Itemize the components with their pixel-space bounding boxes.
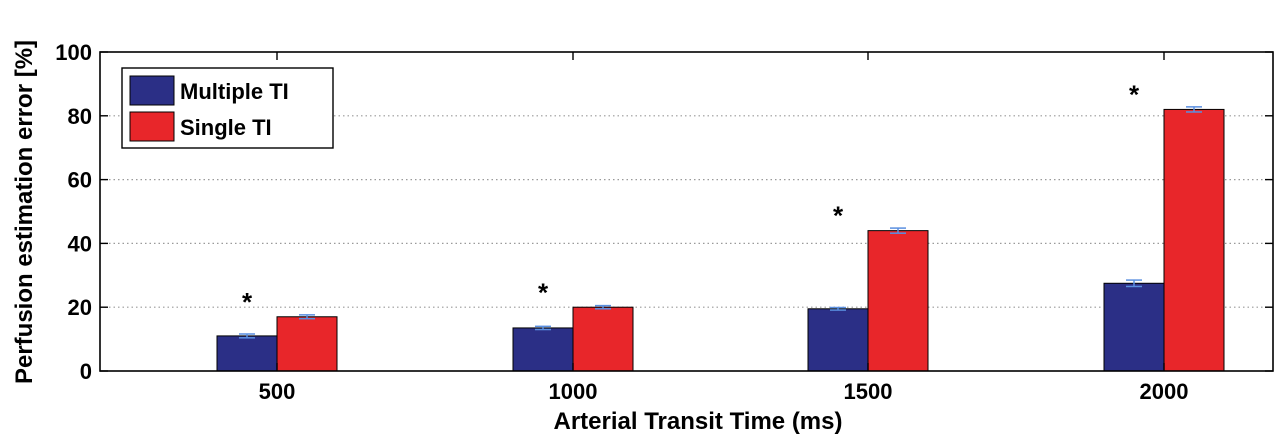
legend-label-single-ti: Single TI [180,115,272,140]
y-tick-label: 80 [68,104,92,129]
y-tick-label: 20 [68,295,92,320]
y-axis-label: Perfusion estimation error [%] [11,40,38,384]
legend-label-multiple-ti: Multiple TI [180,79,289,104]
bar-multiple-ti [1103,282,1165,372]
bar-multiple-ti [216,335,278,372]
significance-asterisk: * [242,287,253,317]
significance-asterisk: * [833,201,844,231]
bar-single-ti [276,316,338,372]
x-tick-label: 1500 [844,379,893,404]
x-tick-labels: 500 1000 1500 2000 [259,379,1189,404]
bars [216,108,1225,372]
bar-single-ti [867,230,929,372]
bar-single-ti [572,306,634,372]
x-axis-label: Arterial Transit Time (ms) [554,408,843,435]
y-tick-label: 60 [68,168,92,193]
legend-swatch-multiple-ti [129,75,175,106]
plot-frame [99,51,1274,372]
significance-asterisk: * [538,277,549,307]
bar-multiple-ti [512,327,574,372]
error-bars [239,106,1202,339]
y-tick-label: 100 [55,40,92,65]
x-tick-label: 1000 [549,379,598,404]
x-tick-label: 2000 [1140,379,1189,404]
y-tick-label: 0 [80,359,92,384]
axis-ticks [100,51,1273,372]
significance-markers: * * * * [242,79,1140,316]
bar-single-ti [1163,108,1225,372]
grid-lines [100,115,1273,308]
x-tick-label: 500 [259,379,296,404]
y-tick-label: 40 [68,231,92,256]
legend-swatch-single-ti [129,111,175,142]
legend: Multiple TI Single TI [121,67,334,149]
bar-multiple-ti [807,308,869,372]
y-tick-labels: 0 20 40 60 80 100 [55,40,92,384]
significance-asterisk: * [1129,79,1140,109]
